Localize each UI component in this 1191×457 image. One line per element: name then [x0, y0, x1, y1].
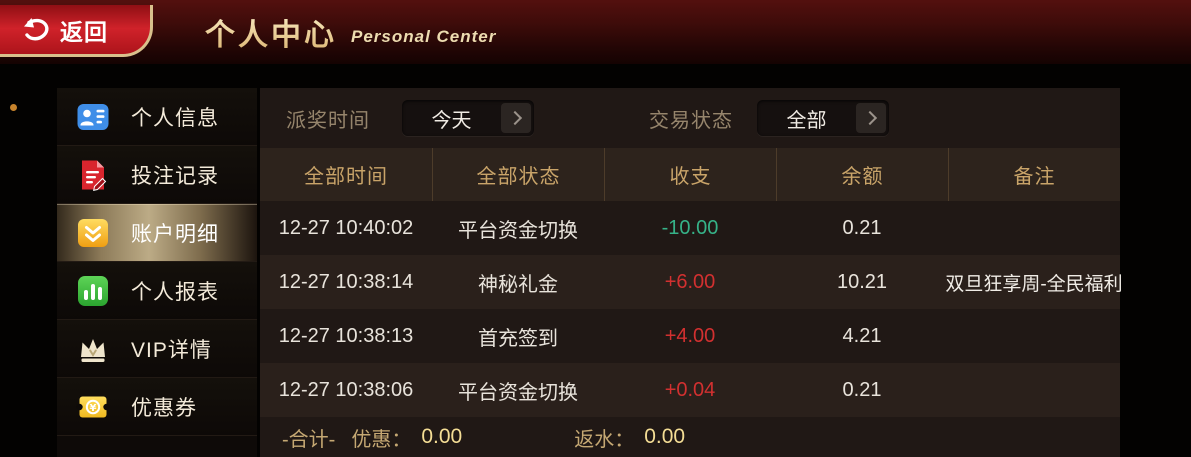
- sidebar: 个人信息投注记录账户明细个人报表 VIP详情 ¥ 优惠券: [57, 88, 257, 457]
- filter-bar: 派奖时间 今天 交易状态 全部: [260, 88, 1120, 148]
- decor-dot-icon: [10, 104, 17, 111]
- account-details-panel: 派奖时间 今天 交易状态 全部 全部时间 全部状态 收支 余额 备注 12-27 10:…: [260, 88, 1123, 457]
- table-row: 12-27 10:40:02 平台资金切换 -10.00 0.21: [260, 201, 1120, 255]
- sidebar-item-coupons[interactable]: ¥ 优惠券: [57, 378, 257, 436]
- cell-time: 12-27 10:38:06: [278, 378, 414, 401]
- sidebar-item-personal-report[interactable]: 个人报表: [57, 262, 257, 320]
- page-title-group: 个人中心 Personal Center: [205, 0, 496, 64]
- cell-time: 12-27 10:38:14: [278, 270, 414, 293]
- table-footer: -合计- 优惠： 0.00 返水： 0.00: [260, 417, 1120, 457]
- cell-amount: +6.00: [664, 270, 716, 293]
- sidebar-item-label: 账户明细: [131, 222, 219, 246]
- cell-amount: -10.00: [661, 216, 719, 239]
- page-subtitle: Personal Center: [351, 27, 497, 46]
- back-label: 返回: [60, 18, 108, 45]
- id-card-icon: [75, 99, 111, 135]
- coupon-icon: ¥: [75, 389, 111, 425]
- column-header: 备注: [948, 148, 1120, 201]
- chevron-right-icon: [501, 103, 531, 133]
- table-row: 12-27 10:38:13 首充签到 +4.00 4.21: [260, 309, 1120, 363]
- sidebar-item-vip-details[interactable]: VIP详情: [57, 320, 257, 378]
- rebate-label: 返水：: [574, 428, 635, 451]
- prize-time-label: 派奖时间: [286, 109, 370, 132]
- page-title: 个人中心: [205, 10, 337, 54]
- trade-status-label: 交易状态: [649, 109, 733, 132]
- column-header: 收支: [604, 148, 776, 201]
- sidebar-item-account-details[interactable]: 账户明细: [57, 204, 257, 262]
- column-header: 全部时间: [304, 166, 388, 188]
- rebate-value: 0.00: [644, 425, 686, 448]
- cell-status: 首充签到: [478, 327, 558, 350]
- sidebar-item-label: VIP详情: [131, 338, 212, 362]
- sidebar-item-label: 优惠券: [131, 396, 197, 420]
- cell-balance: 0.21: [842, 378, 882, 401]
- cell-balance: 0.21: [842, 216, 882, 239]
- prize-time-value: 今天: [431, 109, 472, 132]
- cell-note: [948, 309, 1120, 363]
- table-row: 12-27 10:38:06 平台资金切换 +0.04 0.21: [260, 363, 1120, 417]
- total-label: -合计-: [282, 428, 336, 451]
- cell-balance: 10.21: [836, 270, 888, 293]
- cell-balance: 4.21: [842, 324, 882, 347]
- cell-time: 12-27 10:38:13: [278, 324, 414, 347]
- sidebar-item-label: 个人信息: [131, 106, 219, 130]
- discount-value: 0.00: [421, 425, 463, 448]
- back-icon: [22, 17, 50, 43]
- cell-time: 12-27 10:40:02: [278, 216, 414, 239]
- bar-chart-icon: [75, 273, 111, 309]
- crown-icon: [75, 331, 111, 367]
- document-pencil-icon: [75, 157, 111, 193]
- trade-status-value: 全部: [786, 109, 827, 132]
- svg-text:¥: ¥: [90, 402, 97, 413]
- cell-status: 平台资金切换: [458, 219, 578, 242]
- back-button[interactable]: 返回: [0, 5, 153, 57]
- discount-label: 优惠：: [351, 428, 412, 451]
- column-header: 余额: [776, 148, 948, 201]
- cell-amount: +0.04: [664, 378, 716, 401]
- cell-status: 神秘礼金: [478, 273, 558, 296]
- chevron-right-icon: [856, 103, 886, 133]
- table-header: 全部时间 全部状态 收支 余额 备注: [260, 148, 1120, 201]
- cell-amount: +4.00: [664, 324, 716, 347]
- sidebar-item-betting-records[interactable]: 投注记录: [57, 146, 257, 204]
- table-body: 12-27 10:40:02 平台资金切换 -10.00 0.21 12-27 10:3…: [260, 201, 1123, 417]
- sidebar-item-label: 投注记录: [131, 164, 219, 188]
- column-header: 全部状态: [432, 148, 604, 201]
- cell-note: 双旦狂享周-全民福利: [945, 273, 1123, 295]
- cell-status: 平台资金切换: [458, 381, 578, 404]
- sidebar-item-profile[interactable]: 个人信息: [57, 88, 257, 146]
- gold-wallet-icon: [75, 215, 111, 251]
- trade-status-dropdown[interactable]: 全部: [757, 100, 889, 136]
- prize-time-dropdown[interactable]: 今天: [402, 100, 534, 136]
- cell-note: [948, 363, 1120, 417]
- cell-note: [948, 201, 1120, 255]
- table-row: 12-27 10:38:14 神秘礼金 +6.00 10.21 双旦狂享周-全民福利: [260, 255, 1123, 309]
- top-bar: 返回 个人中心 Personal Center: [0, 0, 1191, 64]
- sidebar-item-label: 个人报表: [131, 280, 219, 304]
